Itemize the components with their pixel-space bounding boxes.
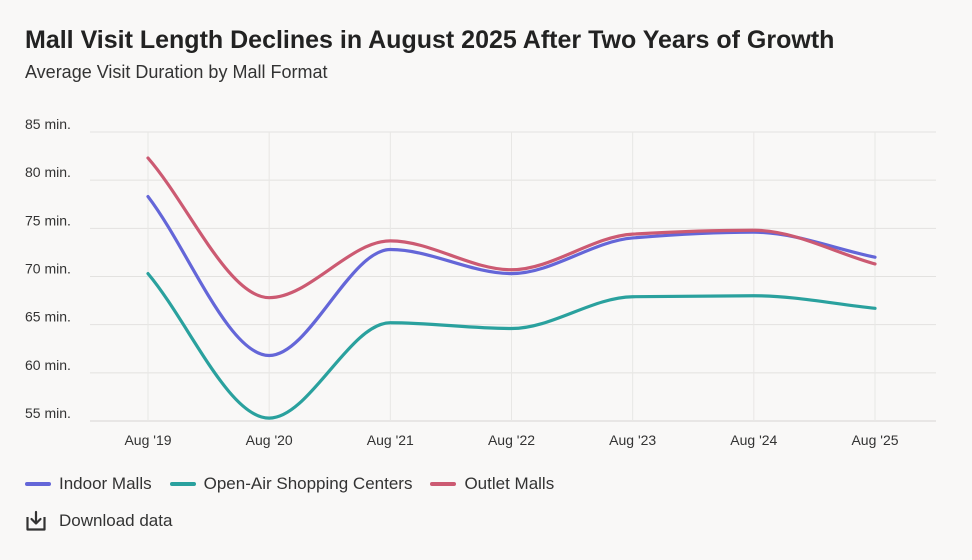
- x-tick-label: Aug '20: [246, 432, 293, 448]
- y-tick-label: 85 min.: [25, 116, 71, 132]
- y-tick-label: 55 min.: [25, 405, 71, 421]
- x-tick-label: Aug '22: [488, 432, 535, 448]
- x-axis: Aug '19 Aug '20 Aug '21 Aug '22 Aug '23 Aug '…: [124, 432, 898, 448]
- legend-label: Outlet Malls: [464, 474, 555, 493]
- legend-swatch: [25, 482, 51, 486]
- x-tick-label: Aug '24: [730, 432, 777, 448]
- series-lines: [146, 156, 877, 420]
- y-tick-label: 80 min.: [25, 164, 71, 180]
- legend-swatch: [169, 482, 196, 486]
- legend-item[interactable]: Open-Air Shopping Centers: [169, 474, 413, 494]
- y-tick-label: 65 min.: [25, 309, 71, 325]
- legend: Indoor Malls Open-Air Shopping Centers Out…: [25, 474, 572, 494]
- x-tick-label: Aug '19: [124, 432, 171, 448]
- line-chart: 85 min. 80 min. 75 min. 70 min. 65 min. 60 mi…: [25, 116, 936, 448]
- chart-title: Mall Visit Length Declines in August 202…: [25, 26, 835, 54]
- legend-swatch: [430, 482, 457, 486]
- y-tick-label: 70 min.: [25, 261, 71, 277]
- legend-label: Indoor Malls: [59, 474, 152, 493]
- legend-label: Open-Air Shopping Centers: [203, 474, 413, 493]
- chart-subtitle: Average Visit Duration by Mall Format: [25, 62, 328, 82]
- x-tick-label: Aug '23: [609, 432, 656, 448]
- series-line-outlet-malls[interactable]: [146, 156, 877, 300]
- download-label: Download data: [59, 511, 173, 530]
- legend-item[interactable]: Indoor Malls: [25, 474, 152, 494]
- series-line-indoor-malls[interactable]: [146, 194, 877, 358]
- legend-item[interactable]: Outlet Malls: [430, 474, 554, 494]
- download-data-button[interactable]: Download data: [25, 510, 172, 532]
- gridlines: [90, 131, 936, 422]
- y-tick-label: 60 min.: [25, 357, 71, 373]
- series-line-open-air-shopping-centers[interactable]: [146, 272, 877, 420]
- x-tick-label: Aug '21: [367, 432, 414, 448]
- y-axis: 85 min. 80 min. 75 min. 70 min. 65 min. 60 mi…: [25, 116, 71, 421]
- download-icon: [26, 510, 46, 531]
- x-tick-label: Aug '25: [851, 432, 898, 448]
- y-tick-label: 75 min.: [25, 212, 71, 228]
